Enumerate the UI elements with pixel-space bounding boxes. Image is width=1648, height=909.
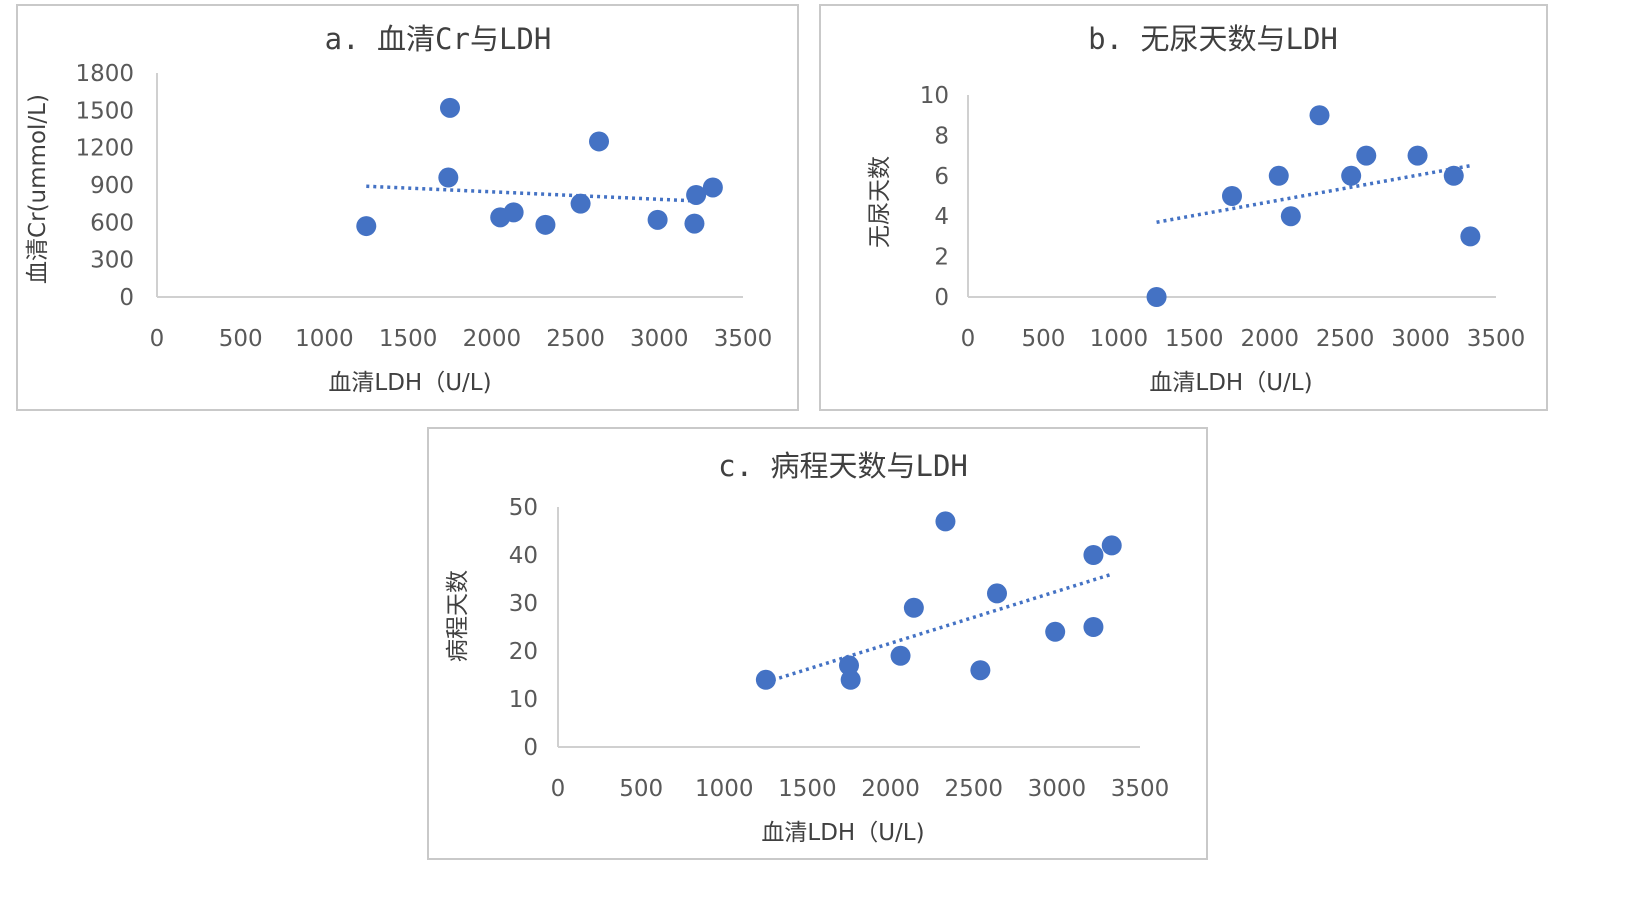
chart-b-data-point <box>1443 165 1464 186</box>
chart-c-y-axis-label: 病程天数 <box>445 570 471 662</box>
chart-a-data-point <box>503 202 524 223</box>
chart-c-x-tick-label: 2500 <box>944 776 1003 802</box>
chart-a-y-tick-label: 600 <box>90 210 134 236</box>
chart-a-data-point <box>440 97 460 118</box>
chart-c-x-tick-label: 1000 <box>695 776 754 802</box>
chart-b-data-point <box>1280 206 1301 227</box>
chart-a-data-point <box>570 193 591 214</box>
chart-a-title: a. 血清Cr与LDH <box>325 22 552 56</box>
chart-a-x-axis-label: 血清LDH（U/L) <box>328 370 491 396</box>
chart-c-y-tick-label: 0 <box>523 735 538 761</box>
chart-b-y-tick-label: 6 <box>934 164 949 190</box>
chart-a-data-point <box>647 209 668 230</box>
chart-b-title: b. 无尿天数与LDH <box>1088 22 1338 56</box>
chart-b-x-tick-label: 2000 <box>1240 326 1299 352</box>
chart-c-data-point <box>755 669 776 690</box>
chart-c-x-tick-label: 0 <box>551 776 566 802</box>
chart-a-data-point <box>686 184 707 205</box>
chart-b-y-tick-label: 8 <box>934 123 949 149</box>
chart-b-trendline <box>1156 163 1471 224</box>
chart-b-y-tick-label: 10 <box>920 83 949 109</box>
chart-b-x-tick-label: 0 <box>961 326 976 352</box>
chart-a-x-tick-label: 3000 <box>630 326 689 352</box>
chart-c-y-tick-label: 30 <box>509 591 538 617</box>
chart-c-title: c. 病程天数与LDH <box>718 449 968 483</box>
chart-a-data-point <box>684 213 705 234</box>
chart-c-data-point <box>1083 617 1104 637</box>
chart-c-data-point <box>970 660 991 681</box>
chart-b-x-tick-label: 1000 <box>1090 326 1149 352</box>
chart-b-data-point <box>1146 287 1167 307</box>
chart-panel-a: a. 血清Cr与LDH 0 300 600 900 1200 1500 1800 0 500 100… <box>16 4 799 411</box>
chart-a-y-axis-label: 血清Cr(ummol/L) <box>25 94 51 284</box>
chart-c-data-point <box>903 597 924 618</box>
chart-b-y-tick-label: 4 <box>934 204 949 230</box>
chart-c-data-point <box>1101 535 1122 556</box>
chart-b-y-tick-label: 2 <box>934 245 949 271</box>
chart-c-data-point <box>1045 621 1066 642</box>
chart-a-x-tick-label: 2000 <box>463 326 522 352</box>
chart-b-data-point <box>1341 165 1362 186</box>
chart-a-x-tick-label: 500 <box>219 326 263 352</box>
chart-b-x-axis-label: 血清LDH（U/L) <box>1149 370 1312 396</box>
chart-c-x-tick-label: 3500 <box>1111 776 1170 802</box>
chart-a-y-tick-label: 300 <box>90 248 134 274</box>
chart-a-y-tick-label: 1500 <box>75 98 134 124</box>
chart-a-x-tick-label: 1500 <box>379 326 438 352</box>
chart-c-trendline <box>765 572 1113 684</box>
chart-b-data-point <box>1356 145 1377 166</box>
chart-c-y-tick-label: 10 <box>509 687 538 713</box>
chart-b-data-point <box>1222 186 1242 206</box>
chart-panel-b: b. 无尿天数与LDH 0 2 4 6 8 10 0 500 1000 1500 2000 2500 30… <box>819 4 1548 411</box>
chart-b-y-axis-label: 无尿天数 <box>867 156 893 248</box>
chart-c-data-point <box>935 511 956 532</box>
chart-b-x-tick-label: 1500 <box>1165 326 1224 352</box>
chart-c-x-tick-label: 500 <box>619 776 663 802</box>
chart-c-y-tick-label: 50 <box>509 495 538 521</box>
chart-a-data-point <box>356 216 377 237</box>
chart-a-svg: a. 血清Cr与LDH 0 300 600 900 1200 1500 1800 0 500 100… <box>25 22 773 396</box>
chart-a-data-point <box>589 131 610 152</box>
chart-a-x-tick-label: 3500 <box>714 326 773 352</box>
chart-c-x-tick-label: 2000 <box>861 776 920 802</box>
chart-b-x-tick-label: 2500 <box>1316 326 1375 352</box>
chart-b-data-point <box>1268 165 1289 186</box>
chart-b-x-tick-label: 3500 <box>1467 326 1526 352</box>
chart-c-data-point <box>986 583 1007 604</box>
chart-c-y-tick-label: 40 <box>509 543 538 569</box>
chart-c-x-axis-label: 血清LDH（U/L) <box>761 820 924 846</box>
chart-c-data-point <box>890 645 911 666</box>
chart-a-y-tick-label: 900 <box>90 173 134 199</box>
chart-b-y-tick-label: 0 <box>934 285 949 311</box>
chart-b-data-point <box>1407 145 1428 166</box>
chart-a-x-tick-label: 0 <box>150 326 165 352</box>
chart-a-data-point <box>535 214 556 235</box>
chart-b-x-tick-label: 3000 <box>1391 326 1450 352</box>
chart-c-data-point <box>840 669 861 690</box>
chart-a-trendline <box>366 184 702 203</box>
chart-c-x-tick-label: 1500 <box>778 776 837 802</box>
chart-a-data-point <box>438 167 459 188</box>
chart-a-y-tick-label: 1800 <box>75 61 134 87</box>
chart-c-x-tick-label: 3000 <box>1028 776 1087 802</box>
chart-a-x-tick-label: 1000 <box>295 326 354 352</box>
chart-a-data-point <box>702 177 723 198</box>
chart-b-x-tick-label: 500 <box>1021 326 1065 352</box>
chart-b-data-point <box>1460 226 1481 247</box>
chart-a-y-tick-label: 0 <box>119 285 134 311</box>
chart-panel-c: c. 病程天数与LDH 0 10 20 30 40 50 0 500 1000 1500 2000 25… <box>427 427 1208 860</box>
chart-b-data-point <box>1309 105 1330 126</box>
chart-a-y-tick-label: 1200 <box>75 136 134 162</box>
chart-c-y-tick-label: 20 <box>509 639 538 665</box>
chart-c-data-point <box>1083 545 1104 565</box>
chart-b-svg: b. 无尿天数与LDH 0 2 4 6 8 10 0 500 1000 1500 2000 2500 30… <box>867 22 1526 396</box>
chart-a-x-tick-label: 2500 <box>546 326 605 352</box>
